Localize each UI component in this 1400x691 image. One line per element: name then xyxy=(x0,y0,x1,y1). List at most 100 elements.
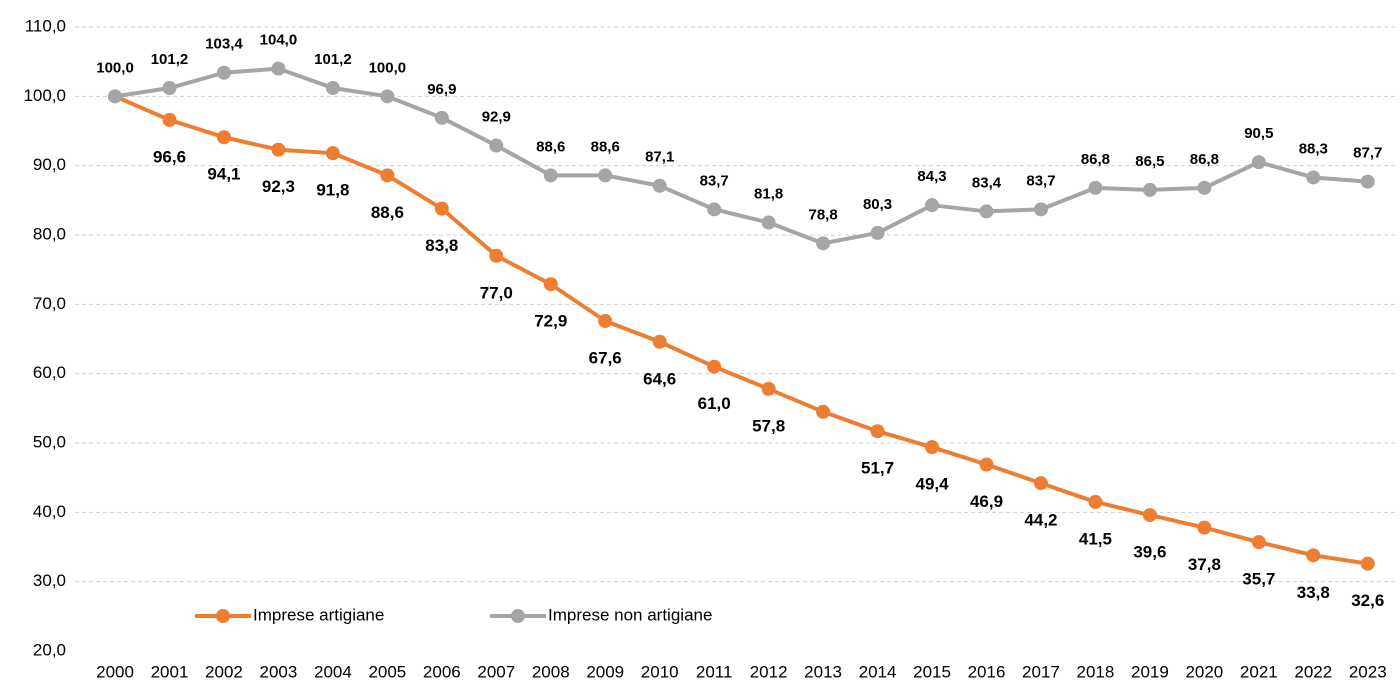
data-label: 83,4 xyxy=(972,174,1002,191)
data-label: 96,6 xyxy=(153,147,186,166)
y-tick-label: 50,0 xyxy=(33,432,66,451)
data-label: 86,8 xyxy=(1081,151,1110,168)
marker xyxy=(434,110,449,125)
series-line xyxy=(114,94,1369,566)
x-tick-label: 2001 xyxy=(151,662,189,681)
marker xyxy=(870,424,885,439)
marker xyxy=(380,168,395,183)
x-tick-label: 2007 xyxy=(477,662,515,681)
marker xyxy=(162,81,177,96)
marker xyxy=(543,168,558,183)
y-tick-label: 40,0 xyxy=(33,502,66,521)
y-tick-label: 90,0 xyxy=(33,155,66,174)
marker xyxy=(925,198,940,213)
data-label: 80,3 xyxy=(863,196,892,213)
data-label: 101,2 xyxy=(151,51,189,68)
data-label: 92,9 xyxy=(482,109,511,126)
x-tick-label: 2011 xyxy=(696,662,733,681)
y-tick-label: 30,0 xyxy=(33,571,66,590)
data-label: 61,0 xyxy=(698,394,731,413)
data-label: 84,3 xyxy=(917,168,946,185)
data-label: 37,8 xyxy=(1188,555,1221,574)
series-line xyxy=(114,66,1368,246)
x-tick-label: 2018 xyxy=(1077,662,1115,681)
marker xyxy=(652,334,667,349)
marker xyxy=(707,359,722,374)
data-label: 78,8 xyxy=(808,206,837,223)
marker xyxy=(216,130,231,145)
marker xyxy=(761,215,776,230)
marker xyxy=(216,65,231,80)
x-tick-label: 2020 xyxy=(1185,662,1223,681)
data-label: 67,6 xyxy=(589,348,622,367)
marker xyxy=(598,168,613,183)
marker xyxy=(925,440,940,455)
marker xyxy=(652,178,667,193)
legend-label: Imprese non artigiane xyxy=(548,605,712,624)
x-tick-label: 2013 xyxy=(804,662,842,681)
marker xyxy=(1142,508,1157,523)
marker xyxy=(434,201,449,216)
marker xyxy=(271,61,286,76)
x-tick-label: 2014 xyxy=(859,662,897,681)
data-label: 94,1 xyxy=(207,165,240,184)
data-label: 104,0 xyxy=(260,32,298,49)
data-label: 72,9 xyxy=(534,312,567,331)
y-tick-label: 20,0 xyxy=(33,640,66,659)
data-label: 64,6 xyxy=(643,369,676,388)
data-label: 96,9 xyxy=(427,81,456,98)
legend-marker xyxy=(511,609,525,623)
x-tick-label: 2023 xyxy=(1349,662,1387,681)
x-tick-label: 2000 xyxy=(96,662,134,681)
data-label: 57,8 xyxy=(752,416,785,435)
data-label: 44,2 xyxy=(1024,511,1057,530)
marker xyxy=(1197,180,1212,195)
legend-marker xyxy=(216,609,230,623)
marker xyxy=(1033,476,1048,491)
data-label: 88,6 xyxy=(371,203,404,222)
marker xyxy=(489,248,504,263)
y-tick-label: 110,0 xyxy=(25,16,66,35)
x-tick-label: 2022 xyxy=(1294,662,1332,681)
x-tick-label: 2002 xyxy=(205,662,243,681)
x-tick-label: 2006 xyxy=(423,662,461,681)
data-label: 101,2 xyxy=(314,51,352,68)
x-tick-label: 2010 xyxy=(641,662,679,681)
x-tick-label: 2004 xyxy=(314,662,352,681)
data-label: 51,7 xyxy=(861,459,894,478)
marker xyxy=(325,81,340,96)
marker xyxy=(108,89,123,104)
data-label: 46,9 xyxy=(970,492,1003,511)
x-tick-label: 2019 xyxy=(1131,662,1169,681)
x-tick-label: 2017 xyxy=(1022,662,1060,681)
marker xyxy=(870,225,885,240)
data-label: 88,3 xyxy=(1299,140,1328,157)
marker xyxy=(162,112,177,127)
marker xyxy=(1197,520,1212,535)
data-label: 81,8 xyxy=(754,185,783,202)
data-label: 86,8 xyxy=(1190,151,1219,168)
y-tick-label: 80,0 xyxy=(33,224,66,243)
x-tick-label: 2009 xyxy=(586,662,624,681)
data-label: 86,5 xyxy=(1135,153,1164,170)
data-label: 100,0 xyxy=(96,59,134,76)
marker xyxy=(1251,155,1266,170)
y-tick-label: 70,0 xyxy=(33,294,66,313)
x-tick-label: 2012 xyxy=(750,662,788,681)
data-label: 87,1 xyxy=(645,149,674,166)
marker xyxy=(489,138,504,153)
data-label: 49,4 xyxy=(915,475,949,494)
marker xyxy=(325,146,340,161)
x-tick-label: 2021 xyxy=(1240,662,1278,681)
marker xyxy=(1360,556,1375,571)
y-tick-label: 100,0 xyxy=(23,86,66,105)
data-label: 88,6 xyxy=(591,138,620,155)
x-tick-label: 2008 xyxy=(532,662,570,681)
marker xyxy=(543,277,558,292)
marker xyxy=(816,236,831,251)
x-tick-label: 2003 xyxy=(260,662,298,681)
x-tick-label: 2016 xyxy=(968,662,1006,681)
marker xyxy=(979,204,994,219)
data-label: 83,7 xyxy=(1026,172,1055,189)
data-label: 100,0 xyxy=(369,59,407,76)
